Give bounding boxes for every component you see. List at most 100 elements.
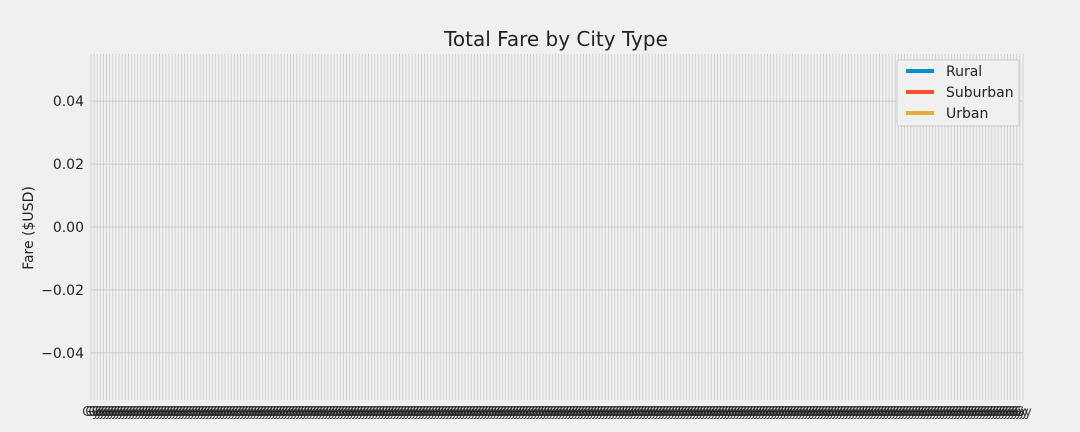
x-tick-label: Gy: [453, 405, 471, 420]
x-tick-label: Gy: [637, 405, 655, 420]
x-tick-label: Gy: [643, 405, 661, 420]
x-tick-label: Gy: [665, 405, 683, 420]
x-tick-label: Gy: [734, 405, 752, 420]
x-tick-label: Gy: [135, 405, 153, 420]
x-tick-label: Gy: [821, 405, 839, 420]
y-tick-label: 0.00: [53, 220, 84, 236]
x-tick-label: Gy: [702, 405, 720, 420]
x-tick-label: Gy: [434, 405, 452, 420]
x-tick-label: Gy: [104, 405, 122, 420]
x-tick-label: Gy: [466, 405, 484, 420]
x-tick-label: Gy: [518, 405, 536, 420]
y-grid: [91, 100, 1023, 354]
x-tick-label: Gy: [444, 405, 462, 420]
x-tick-label: Gy: [939, 405, 957, 420]
x-tick-label: Gy: [116, 405, 134, 420]
x-tick-label: Gy: [571, 405, 589, 420]
x-tick-label: Gy: [110, 405, 128, 420]
x-tick-label: Gy: [696, 405, 714, 420]
x-tick-label: Gy: [166, 405, 184, 420]
y-tick-label: 0.02: [53, 157, 84, 173]
x-tick-label: Gy: [235, 405, 253, 420]
x-tick-label: Gy: [799, 405, 817, 420]
x-tick-label: Gy: [154, 405, 172, 420]
x-tick-label: Gy: [628, 405, 646, 420]
x-tick-label: Gy: [568, 405, 586, 420]
x-tick-label: Gy: [606, 405, 624, 420]
x-tick-label: Gy: [123, 405, 141, 420]
x-tick-label: Gy: [914, 405, 932, 420]
x-tick-label: Gy: [899, 405, 917, 420]
x-tick-label: Gy: [964, 405, 982, 420]
x-tick-label: Gy: [313, 405, 331, 420]
x-tick-label: Gy: [391, 405, 409, 420]
x-tick-label: Gy: [871, 405, 889, 420]
x-tick-label: Gy: [173, 405, 191, 420]
x-tick-label: Gy: [416, 405, 434, 420]
x-tick-label: Gy: [631, 405, 649, 420]
x-tick-label: Gy: [238, 405, 256, 420]
x-tick-label: Gy: [674, 405, 692, 420]
x-tick-label: Gy: [593, 405, 611, 420]
x-tick-label: Gy: [232, 405, 250, 420]
x-tick-label: Gy: [864, 405, 882, 420]
x-tick-label: Gy: [88, 405, 106, 420]
legend-label: Urban: [946, 106, 988, 122]
x-tick-label: Gy: [372, 405, 390, 420]
x-tick-label: Gy: [836, 405, 854, 420]
x-tick-label: Gy: [213, 405, 231, 420]
x-tick-label: Gy: [974, 405, 992, 420]
x-tick-label: Gy: [204, 405, 222, 420]
x-tick-label: Gy: [537, 405, 555, 420]
x-tick-label: Gy: [737, 405, 755, 420]
x-tick-label: Gy: [927, 405, 945, 420]
x-tick-label: Gy: [148, 405, 166, 420]
x-tick-label: Gy: [188, 405, 206, 420]
x-tick-label: Gy: [815, 405, 833, 420]
x-tick-label: Gy: [921, 405, 939, 420]
x-tick-label: Gy: [911, 405, 929, 420]
x-tick-label: Gy: [724, 405, 742, 420]
x-tick-label: Gy: [893, 405, 911, 420]
x-tick-label: Gy: [509, 405, 527, 420]
x-tick-label: Gy: [350, 405, 368, 420]
x-tick-label: Gy: [846, 405, 864, 420]
x-tick-label: Gy: [812, 405, 830, 420]
x-tick-label: Gy: [783, 405, 801, 420]
x-tick-label: Gy: [394, 405, 412, 420]
x-tick-label: Gy: [967, 405, 985, 420]
legend-box: [896, 59, 1020, 127]
x-tick-label: Gy: [699, 405, 717, 420]
x-tick-label: Gy: [949, 405, 967, 420]
x-tick-label: Gy: [868, 405, 886, 420]
x-tick-label: Gy: [254, 405, 272, 420]
x-tick-label: Gy: [241, 405, 259, 420]
x-tick-label: Gy: [796, 405, 814, 420]
x-tick-label: Gy: [163, 405, 181, 420]
x-tick-label: Gy: [229, 405, 247, 420]
x-tick-label: Gy: [176, 405, 194, 420]
x-tick-label: Gy: [260, 405, 278, 420]
x-tick-label: Gy: [269, 405, 287, 420]
x-tick-label: Gy: [400, 405, 418, 420]
x-tick-label: Gy: [497, 405, 515, 420]
x-tick-label: Gy: [961, 405, 979, 420]
x-tick-label: Gy: [896, 405, 914, 420]
x-tick-label: Gy: [126, 405, 144, 420]
legend: Rural Suburban Urban: [896, 59, 1020, 127]
x-tick-label: Gy: [547, 405, 565, 420]
x-tick-label: Gy: [272, 405, 290, 420]
y-tick-label: −0.04: [41, 346, 84, 362]
x-tick-label: Gy: [431, 405, 449, 420]
x-tick-label: Gy: [1014, 405, 1032, 420]
x-tick-label: Gy: [581, 405, 599, 420]
chart-title: Total Fare by City Type: [443, 27, 668, 51]
x-tick-label: Gy: [331, 405, 349, 420]
x-tick-label: Gy: [902, 405, 920, 420]
x-tick-label: Gy: [307, 405, 325, 420]
x-tick-label: Gy: [681, 405, 699, 420]
x-tick-label: Gy: [565, 405, 583, 420]
x-tick-label: Gy: [381, 405, 399, 420]
x-tick-label: Gy: [160, 405, 178, 420]
